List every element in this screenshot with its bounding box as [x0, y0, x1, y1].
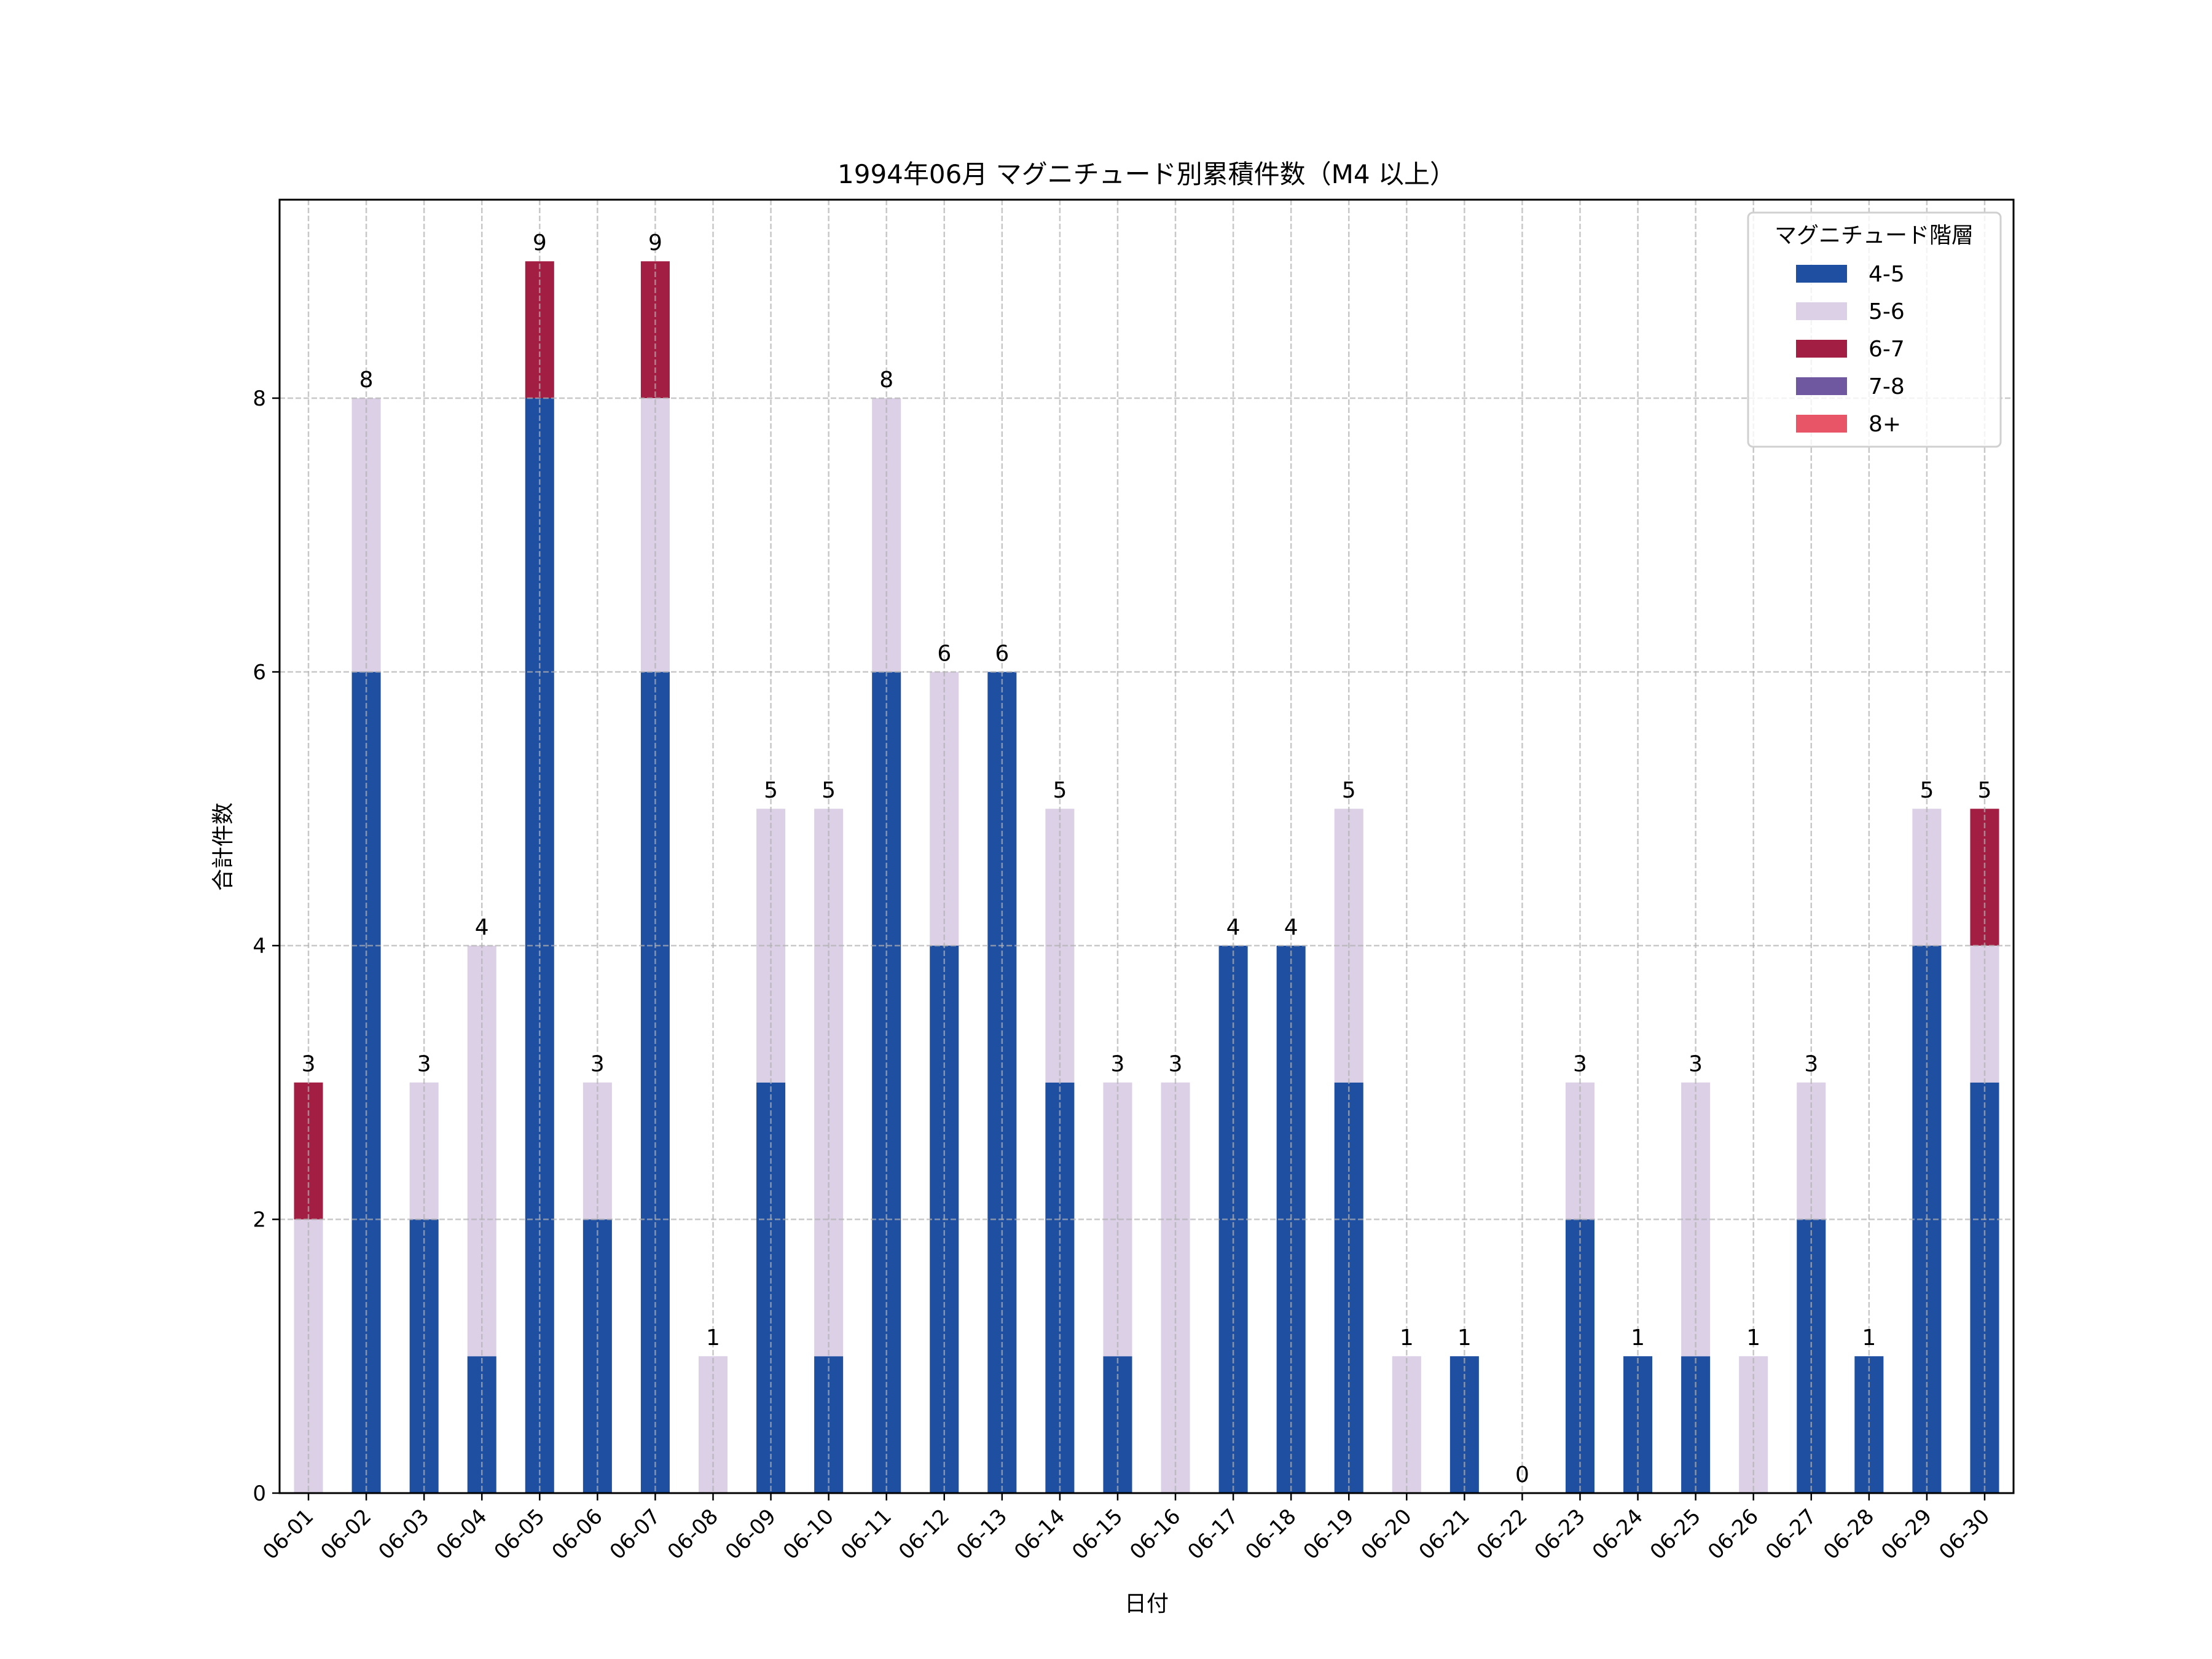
x-tick-label: 06-16 — [1125, 1504, 1185, 1564]
x-tick-label: 06-09 — [721, 1504, 781, 1564]
legend-label-5-6: 5-6 — [1869, 299, 1905, 324]
data-label-total: 3 — [1804, 1052, 1818, 1077]
x-axis-label: 日付 — [1124, 1591, 1169, 1617]
data-label-total: 5 — [822, 778, 836, 803]
data-label-total: 3 — [1111, 1052, 1125, 1077]
data-label-total: 1 — [1631, 1325, 1645, 1351]
x-tick-label: 06-26 — [1703, 1504, 1763, 1564]
chart-title: 1994年06月 マグニチュード別累積件数（M4 以上） — [837, 159, 1456, 189]
x-tick-label: 06-24 — [1588, 1504, 1648, 1564]
data-label-total: 6 — [995, 641, 1009, 666]
x-tick-label: 06-29 — [1877, 1504, 1937, 1564]
x-tick-label: 06-28 — [1819, 1504, 1879, 1564]
data-label-total: 5 — [1053, 778, 1067, 803]
x-tick-label: 06-17 — [1183, 1504, 1243, 1564]
legend-label-7-8: 7-8 — [1869, 374, 1905, 399]
data-label-total: 5 — [1920, 778, 1934, 803]
legend-swatch-6-7 — [1796, 340, 1847, 358]
y-tick-label: 2 — [253, 1207, 266, 1232]
x-tick-label: 06-21 — [1414, 1504, 1475, 1564]
bar-segment-4-5-06-03 — [409, 1219, 439, 1493]
x-tick-label: 06-08 — [663, 1504, 723, 1564]
data-label-total: 8 — [359, 367, 374, 393]
x-tick-label: 06-05 — [490, 1504, 550, 1564]
data-label-total: 9 — [648, 230, 662, 256]
data-label-total: 1 — [1746, 1325, 1760, 1351]
bar-segment-5-6-06-30 — [1970, 945, 1999, 1083]
x-tick-label: 06-15 — [1067, 1504, 1128, 1564]
x-tick-label: 06-22 — [1472, 1504, 1532, 1564]
x-tick-label: 06-18 — [1241, 1504, 1301, 1564]
data-label-total: 5 — [1978, 778, 1992, 803]
legend-swatch-4-5 — [1796, 265, 1847, 283]
x-tick-label: 06-14 — [1010, 1504, 1070, 1564]
bar-segment-5-6-06-02 — [351, 398, 381, 672]
x-tick-label: 06-03 — [374, 1504, 434, 1564]
data-label-total: 5 — [764, 778, 778, 803]
data-label-total: 3 — [590, 1052, 605, 1077]
x-tick-label: 06-11 — [836, 1504, 896, 1564]
bar-segment-5-6-06-11 — [872, 398, 901, 672]
data-label-total: 8 — [879, 367, 893, 393]
x-tick-label: 06-23 — [1530, 1504, 1590, 1564]
data-label-total: 1 — [706, 1325, 720, 1351]
legend-title: マグニチュード階層 — [1775, 223, 1974, 248]
data-label-total: 1 — [1400, 1325, 1414, 1351]
legend-swatch-7-8 — [1796, 377, 1847, 395]
bar-segment-6-7-06-30 — [1970, 809, 1999, 946]
legend-swatch-8+ — [1796, 415, 1847, 433]
legend-label-6-7: 6-7 — [1869, 337, 1905, 362]
plot-frame — [278, 198, 2015, 1494]
data-label-total: 4 — [475, 915, 489, 940]
data-label-total: 3 — [1573, 1052, 1587, 1077]
data-label-total: 3 — [1169, 1052, 1183, 1077]
x-tick-label: 06-13 — [952, 1504, 1012, 1564]
y-tick-label: 6 — [253, 660, 266, 684]
y-tick-label: 4 — [253, 934, 266, 959]
data-label-total: 1 — [1862, 1325, 1876, 1351]
x-tick-label: 06-02 — [316, 1504, 376, 1564]
bar-segment-4-5-06-23 — [1565, 1219, 1595, 1493]
data-label-total: 9 — [533, 230, 547, 256]
bar-segment-5-6-06-29 — [1912, 809, 1942, 946]
x-tick-label: 06-10 — [779, 1504, 839, 1564]
y-tick-label: 8 — [253, 386, 266, 411]
x-tick-label: 06-01 — [258, 1504, 318, 1564]
data-label-total: 6 — [937, 641, 951, 666]
x-tick-label: 06-12 — [894, 1504, 954, 1564]
legend-label-4-5: 4-5 — [1869, 262, 1905, 287]
x-tick-label: 06-20 — [1357, 1504, 1417, 1564]
bar-segment-5-6-06-07 — [640, 398, 670, 672]
bars-layer — [294, 261, 1999, 1493]
data-label-total: 3 — [417, 1052, 431, 1077]
data-label-total: 0 — [1515, 1462, 1529, 1488]
bar-segment-4-5-06-27 — [1797, 1219, 1826, 1493]
data-label-total: 3 — [302, 1052, 316, 1077]
legend-label-8+: 8+ — [1869, 412, 1901, 437]
legend: マグニチュード階層 4-5 5-6 6-7 7-8 8+ — [1747, 211, 2002, 448]
x-tick-label: 06-07 — [605, 1504, 665, 1564]
data-label-total: 1 — [1457, 1325, 1472, 1351]
legend-swatch-5-6 — [1796, 302, 1847, 320]
x-tick-label: 06-30 — [1934, 1504, 1994, 1564]
x-tick-label: 06-04 — [431, 1504, 492, 1564]
data-label-total: 5 — [1342, 778, 1356, 803]
y-tick-label: 0 — [253, 1481, 266, 1506]
data-label-total: 4 — [1284, 915, 1298, 940]
data-label-total: 4 — [1226, 915, 1241, 940]
bar-segment-4-5-06-06 — [582, 1219, 612, 1493]
bar-segment-5-6-06-01 — [294, 1219, 323, 1493]
x-tick-label: 06-19 — [1298, 1504, 1359, 1564]
x-tick-label: 06-06 — [547, 1504, 608, 1564]
y-axis-label: 合計件数 — [211, 802, 236, 891]
x-tick-label: 06-27 — [1761, 1504, 1821, 1564]
x-tick-label: 06-25 — [1645, 1504, 1706, 1564]
data-label-total: 3 — [1688, 1052, 1703, 1077]
